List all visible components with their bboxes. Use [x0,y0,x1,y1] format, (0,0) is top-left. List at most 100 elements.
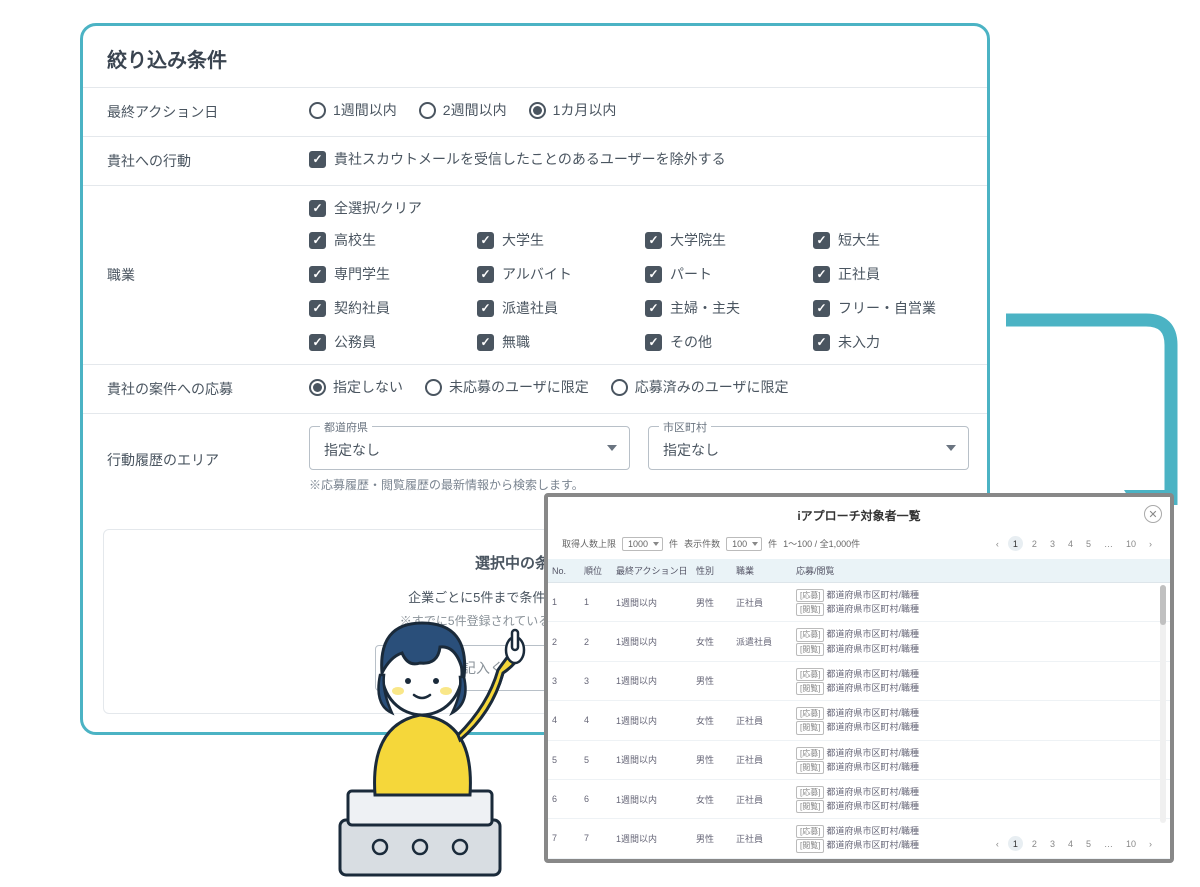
occupation-label: 無職 [502,332,530,352]
pager-page[interactable]: 1 [1008,836,1023,851]
occupation-checkbox[interactable]: 派遣社員 [477,298,633,318]
pager-page[interactable]: 5 [1082,838,1095,850]
pager-page[interactable]: … [1100,838,1117,850]
apply-option[interactable]: 未応募のユーザに限定 [425,377,589,397]
popup-controls: 取得人数上限 1000 件 表示件数 100 件 1〜100 / 全1,000件… [548,532,1170,559]
last-action-option[interactable]: 1週間以内 [309,100,397,120]
checkbox-icon [309,334,326,351]
occupation-checkbox[interactable]: その他 [645,332,801,352]
pager-page[interactable]: 4 [1064,838,1077,850]
close-icon[interactable]: ✕ [1144,505,1162,523]
occupation-checkbox[interactable]: フリー・自営業 [813,298,969,318]
table-header: 順位 [580,559,612,583]
apply-option[interactable]: 応募済みのユーザに限定 [611,377,789,397]
table-row[interactable]: 551週間以内男性正社員[応募]都道府県市区町村/職種[閲覧]都道府県市区町村/… [548,740,1170,779]
occupation-checkbox[interactable]: パート [645,264,801,284]
occupation-checkbox[interactable]: 短大生 [813,230,969,250]
occupation-checkbox[interactable]: 無職 [477,332,633,352]
pager-next[interactable]: › [1145,538,1156,550]
city-select[interactable]: 市区町村 指定なし [648,426,969,470]
occupation-label: 大学生 [502,230,544,250]
limit-label: 取得人数上限 [562,537,616,550]
pager-page[interactable]: 1 [1008,536,1023,551]
last-action-option-label: 1カ月以内 [553,100,617,120]
panel-title: 絞り込み条件 [83,26,987,87]
pager-page[interactable]: 4 [1064,538,1077,550]
pager-page[interactable]: 3 [1046,538,1059,550]
checkbox-icon [645,334,662,351]
checkbox-icon [309,232,326,249]
table-row[interactable]: 221週間以内女性派遣社員[応募]都道府県市区町村/職種[閲覧]都道府県市区町村… [548,622,1170,661]
row-behavior: 貴社への行動 貴社スカウトメールを受信したことのあるユーザーを除外する [83,136,987,185]
chevron-down-icon [607,445,617,451]
apply-option-label: 応募済みのユーザに限定 [635,377,789,397]
table-row[interactable]: 661週間以内女性正社員[応募]都道府県市区町村/職種[閲覧]都道府県市区町村/… [548,779,1170,818]
occupation-checkbox[interactable]: 公務員 [309,332,465,352]
pager-next[interactable]: › [1145,838,1156,850]
occupation-label: 契約社員 [334,298,390,318]
occupation-checkbox[interactable]: 契約社員 [309,298,465,318]
pager-page[interactable]: … [1100,538,1117,550]
last-action-option[interactable]: 2週間以内 [419,100,507,120]
apply-option[interactable]: 指定しない [309,377,403,397]
row-last-action: 最終アクション日 1週間以内 2週間以内 1カ月以内 [83,87,987,136]
table-row[interactable]: 331週間以内男性[応募]都道府県市区町村/職種[閲覧]都道府県市区町村/職種 [548,661,1170,700]
apply-label: 貴社の案件への応募 [83,365,291,413]
radio-icon [529,102,546,119]
last-action-option[interactable]: 1カ月以内 [529,100,617,120]
occupation-checkbox[interactable]: 大学生 [477,230,633,250]
occupation-checkbox[interactable]: 未入力 [813,332,969,352]
table-header: 応募/閲覧 [792,559,1170,583]
prefecture-select[interactable]: 都道府県 指定なし [309,426,630,470]
pager-page[interactable]: 5 [1082,538,1095,550]
occupation-label: アルバイト [502,264,572,284]
apply-option-label: 指定しない [333,377,403,397]
occupation-label: 公務員 [334,332,376,352]
row-occupation: 職業 全選択/クリア 高校生 大学生 大学院生 短大生専門学生 アルバイト パート正社員契… [83,185,987,364]
table-row[interactable]: 881週間以内女性正社員[応募]都道府県市区町村/職種[閲覧]都道府県市区町村/… [548,858,1170,863]
result-table: No.順位最終アクション日性別職業応募/閲覧 111週間以内男性正社員[応募]都… [548,559,1170,863]
pager-bottom: ‹ 12345 … 10 › [992,836,1156,851]
table-header: 職業 [732,559,792,583]
radio-icon [611,379,628,396]
checkbox-icon [813,266,830,283]
checkbox-icon [645,300,662,317]
occupation-checkbox[interactable]: 高校生 [309,230,465,250]
pager-prev[interactable]: ‹ [992,538,1003,550]
apply-option-label: 未応募のユーザに限定 [449,377,589,397]
scrollbar[interactable] [1160,585,1166,823]
select-all-checkbox[interactable]: 全選択/クリア [309,198,422,218]
pager-page[interactable]: 10 [1122,838,1140,850]
occupation-label: フリー・自営業 [838,298,936,318]
display-label: 表示件数 [684,537,720,550]
prefecture-float-label: 都道府県 [320,419,372,435]
occupation-checkbox[interactable]: 主婦・主夫 [645,298,801,318]
occupation-checkbox[interactable]: 正社員 [813,264,969,284]
area-note: ※応募履歴・閲覧履歴の最新情報から検索します。 [309,476,969,493]
range-text: 1〜100 / 全1,000件 [783,537,860,550]
checkbox-icon [645,266,662,283]
pager-page[interactable]: 3 [1046,838,1059,850]
table-row[interactable]: 441週間以内女性正社員[応募]都道府県市区町村/職種[閲覧]都道府県市区町村/… [548,701,1170,740]
row-area: 行動履歴のエリア 都道府県 指定なし 市区町村 指定なし ※応募履歴・閲覧履歴の… [83,413,987,505]
last-action-label: 最終アクション日 [83,88,291,136]
occupation-checkbox[interactable]: アルバイト [477,264,633,284]
occupation-label: 大学院生 [670,230,726,250]
pager-page[interactable]: 2 [1028,838,1041,850]
limit-select[interactable]: 1000 [622,537,663,551]
pager-page[interactable]: 10 [1122,538,1140,550]
occupation-checkbox[interactable]: 大学院生 [645,230,801,250]
table-row[interactable]: 111週間以内男性正社員[応募]都道府県市区町村/職種[閲覧]都道府県市区町村/… [548,583,1170,622]
pager-prev[interactable]: ‹ [992,838,1003,850]
pager-page[interactable]: 2 [1028,538,1041,550]
behavior-checkbox[interactable]: 貴社スカウトメールを受信したことのあるユーザーを除外する [309,149,726,169]
occupation-label: 短大生 [838,230,880,250]
occupation-checkbox[interactable]: 専門学生 [309,264,465,284]
radio-icon [309,102,326,119]
occupation-label: 高校生 [334,230,376,250]
select-all-label: 全選択/クリア [334,198,422,218]
display-select[interactable]: 100 [726,537,762,551]
checkbox-icon [645,232,662,249]
occupation-label: 職業 [83,186,291,364]
checkbox-icon [309,266,326,283]
